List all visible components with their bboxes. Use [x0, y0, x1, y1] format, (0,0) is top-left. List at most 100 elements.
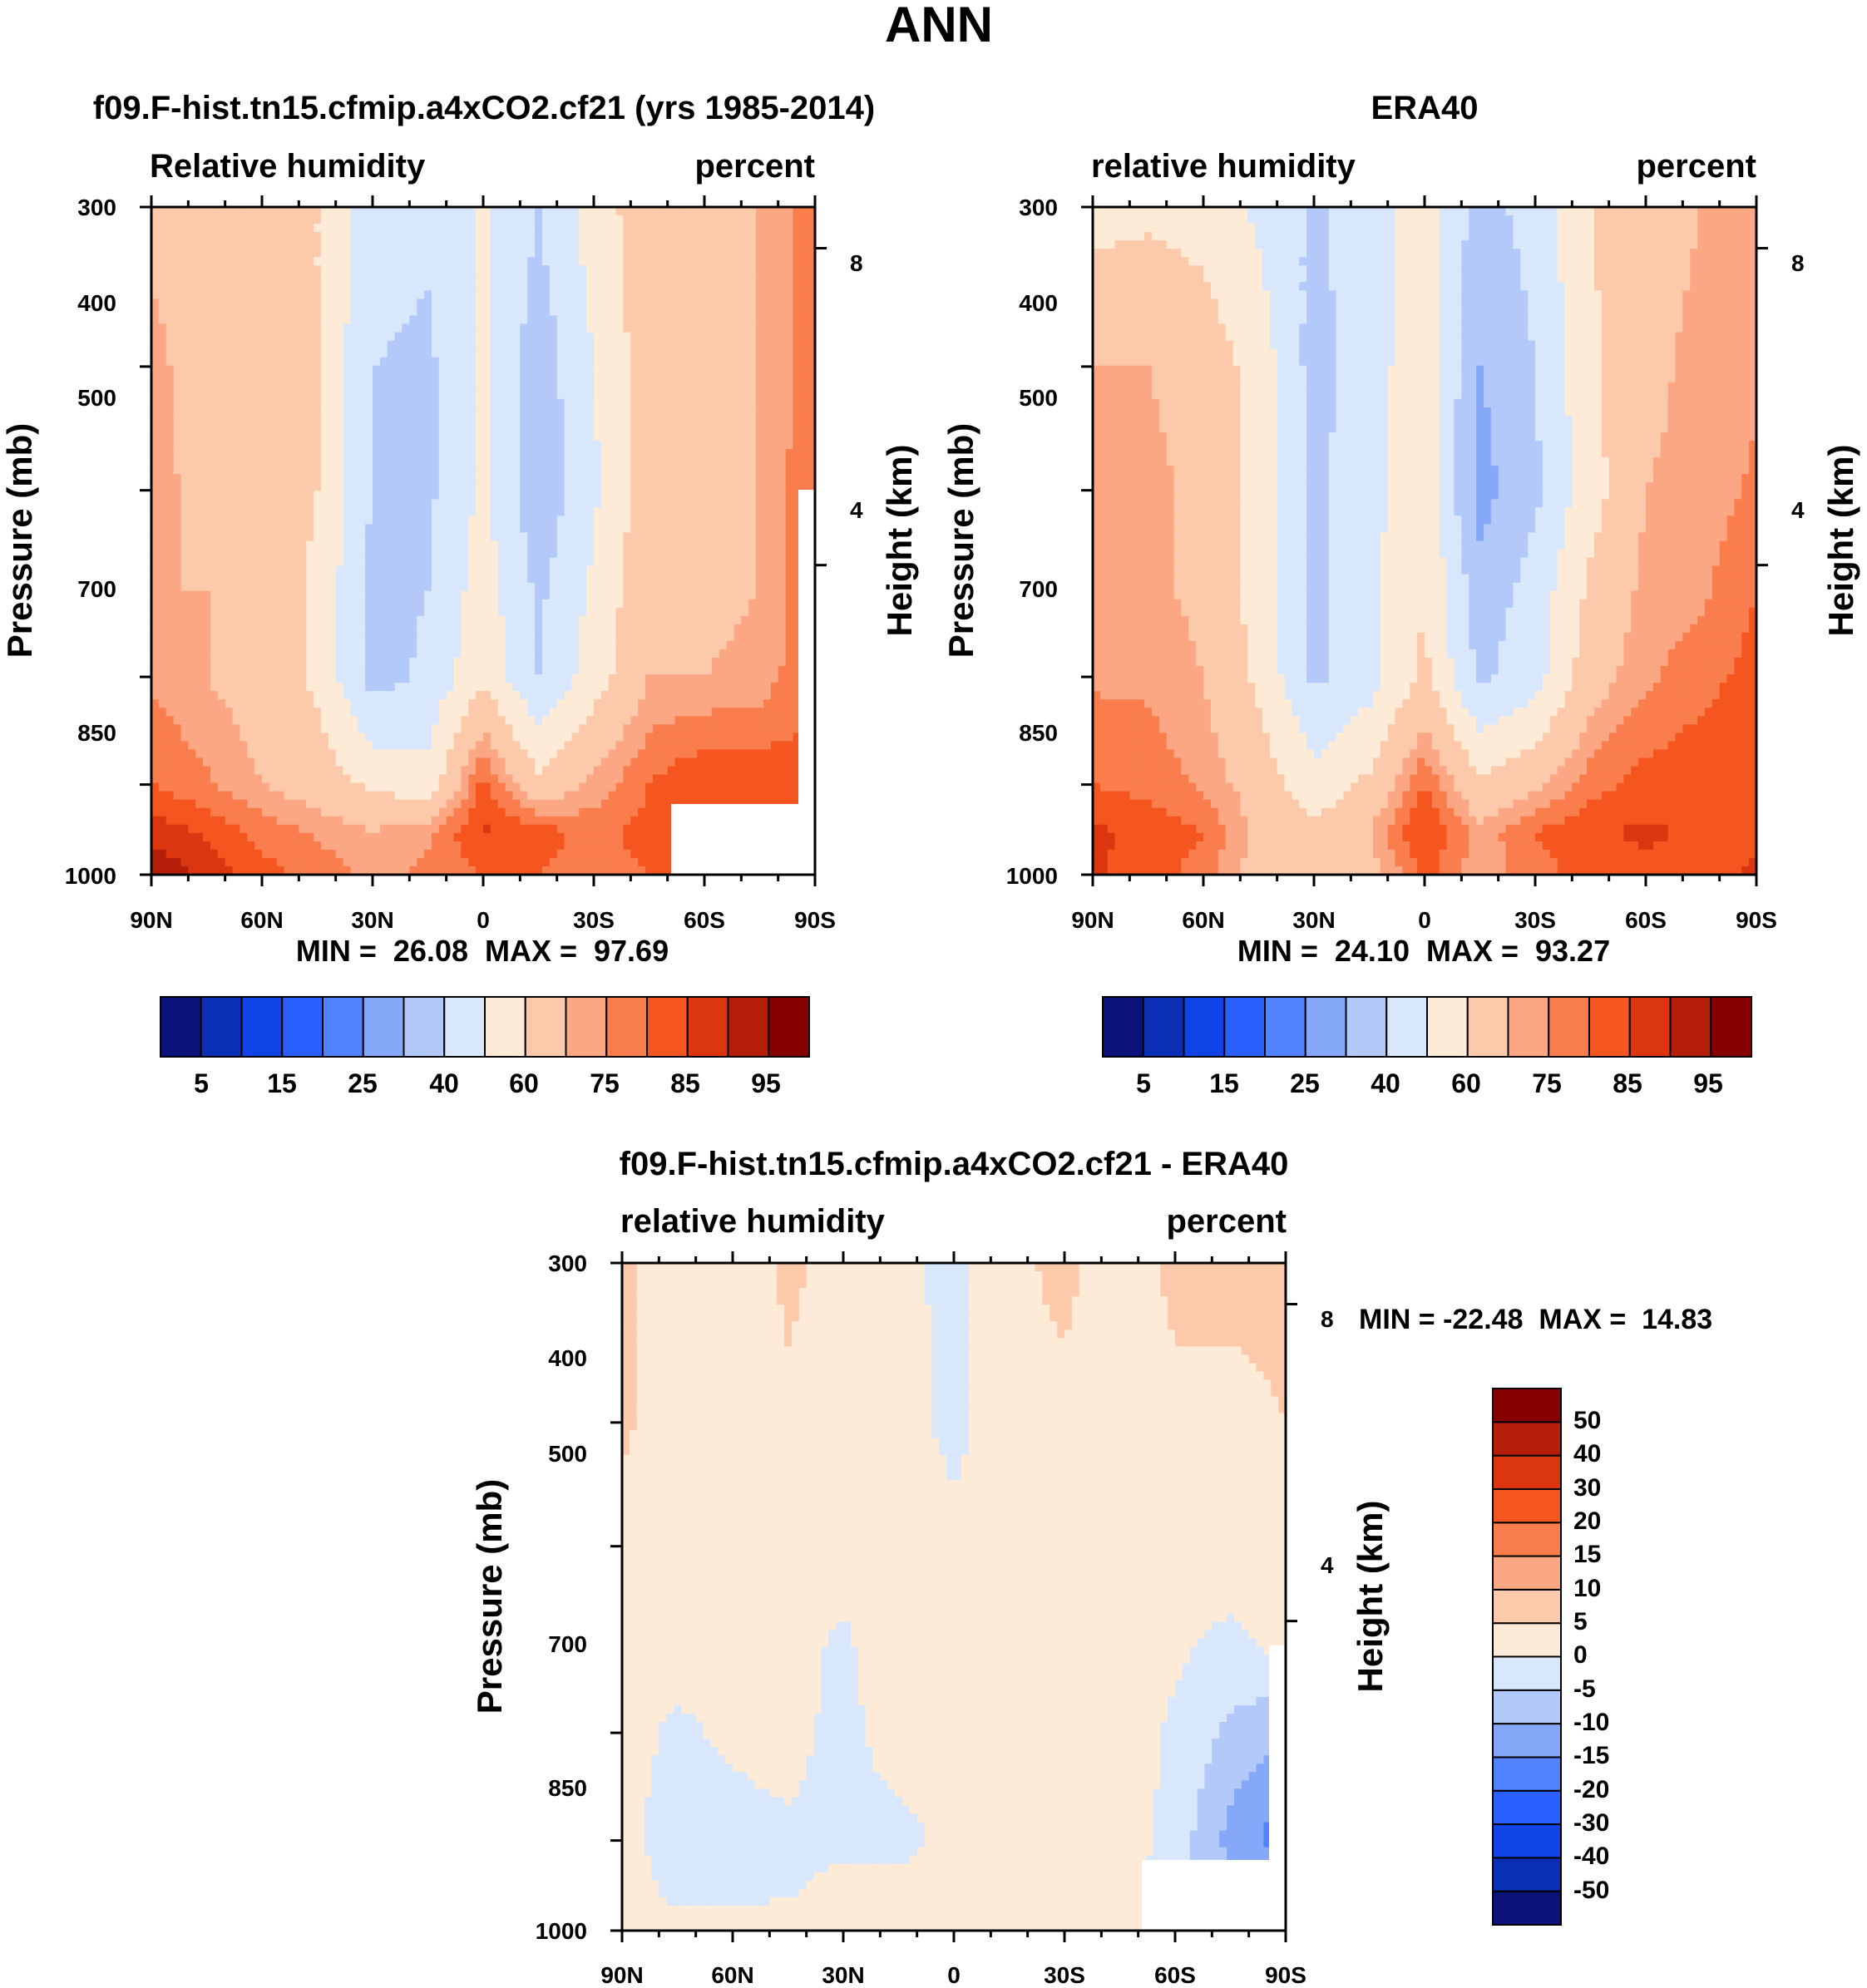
contour-cell [320, 348, 329, 358]
contour-cell [350, 432, 358, 442]
contour-cell [402, 257, 410, 266]
contour-cell [586, 466, 595, 475]
contour-cell [284, 257, 293, 266]
contour-cell [600, 407, 610, 417]
contour-cell [188, 407, 196, 417]
contour-cell [623, 357, 631, 367]
contour-cell [365, 290, 373, 300]
contour-cell [645, 515, 654, 525]
contour-cell [284, 515, 293, 525]
contour-cell [262, 365, 270, 375]
contour-cell [520, 449, 528, 458]
contour-cell [210, 524, 219, 534]
contour-cell [527, 441, 536, 450]
contour-cell [365, 491, 373, 500]
contour-cell [527, 282, 536, 291]
contour-cell [373, 315, 381, 325]
contour-cell [549, 240, 558, 249]
contour-cell [726, 540, 735, 550]
contour-cell [402, 640, 410, 650]
contour-cell [173, 515, 182, 525]
contour-cell [151, 274, 160, 283]
contour-cell [535, 607, 543, 617]
contour-cell [682, 307, 690, 317]
contour-cell [240, 524, 248, 534]
contour-cell [373, 332, 381, 342]
contour-cell [328, 507, 337, 516]
contour-cell [549, 232, 558, 241]
contour-cell [623, 240, 631, 249]
contour-cell [446, 298, 455, 308]
contour-cell [254, 215, 263, 224]
contour-cell [409, 423, 417, 433]
contour-cell [446, 249, 455, 258]
contour-cell [535, 515, 543, 525]
contour-cell [659, 474, 669, 483]
contour-cell [225, 499, 234, 508]
contour-cell [409, 474, 417, 483]
contour-cell [527, 307, 536, 317]
contour-cell [630, 232, 639, 241]
contour-cell [276, 649, 285, 659]
contour-cell [394, 382, 403, 392]
contour-cell [365, 524, 373, 534]
contour-cell [497, 298, 506, 308]
contour-cell [682, 640, 690, 650]
contour-cell [468, 615, 477, 625]
contour-cell [424, 615, 432, 625]
contour-cell [365, 332, 373, 342]
contour-cell [490, 390, 499, 400]
contour-cell [733, 340, 742, 350]
contour-cell [431, 382, 440, 392]
contour-cell [180, 607, 189, 617]
contour-cell [571, 524, 580, 534]
contour-cell [158, 557, 167, 567]
contour-cell [483, 515, 491, 525]
contour-cell [497, 340, 506, 350]
contour-cell [210, 624, 219, 634]
contour-cell [453, 607, 462, 617]
contour-cell [291, 615, 299, 625]
contour-cell [417, 607, 425, 617]
contour-cell [697, 274, 705, 283]
contour-cell [623, 607, 631, 617]
contour-cell [247, 640, 255, 650]
contour-cell [247, 240, 255, 249]
contour-cell [195, 624, 204, 634]
contour-cell [785, 348, 793, 358]
contour-cell [704, 607, 713, 617]
contour-cell [335, 574, 344, 584]
contour-cell [564, 482, 572, 491]
contour-cell [778, 357, 787, 367]
contour-cell [490, 658, 499, 667]
contour-cell [225, 423, 234, 433]
contour-cell [520, 265, 528, 274]
contour-cell [225, 607, 234, 617]
contour-cell [667, 290, 676, 300]
contour-cell [704, 491, 713, 500]
contour-cell [483, 599, 491, 609]
contour-cell [195, 466, 204, 475]
contour-cell [225, 507, 234, 516]
contour-cell [667, 390, 676, 400]
contour-cell [726, 441, 735, 450]
contour-cell [217, 298, 226, 308]
contour-cell [697, 398, 705, 408]
contour-cell [726, 640, 735, 650]
contour-cell [697, 499, 705, 508]
contour-cell [579, 515, 587, 525]
contour-cell [276, 565, 285, 575]
contour-cell [600, 640, 610, 650]
contour-cell [652, 499, 661, 508]
contour-cell [387, 658, 396, 667]
contour-cell [365, 441, 373, 450]
contour-cell [165, 423, 175, 433]
contour-cell [173, 340, 182, 350]
contour-cell [431, 357, 440, 367]
contour-cell [180, 632, 189, 642]
contour-cell [173, 348, 182, 358]
contour-cell [461, 491, 469, 500]
contour-cell [600, 449, 610, 458]
contour-cell [808, 257, 816, 266]
contour-cell [446, 457, 455, 466]
